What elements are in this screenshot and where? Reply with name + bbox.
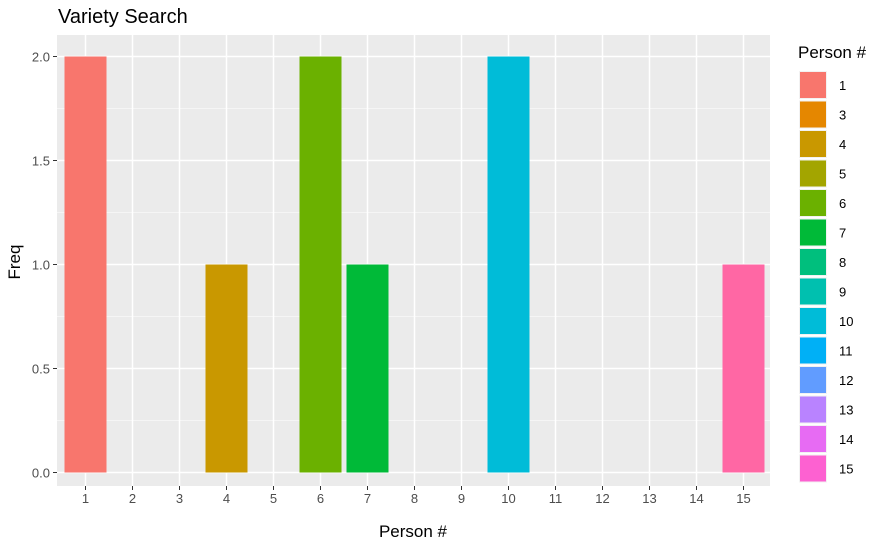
minor-gridlines [57, 108, 770, 421]
legend-swatch [800, 426, 826, 452]
legend-swatch [800, 190, 826, 216]
y-tick-label: 0.5 [32, 362, 50, 377]
x-axis-ticks: 1 2 3 4 5 6 7 8 9 10 11 12 13 14 15 [82, 486, 751, 506]
legend-label: 8 [839, 255, 846, 270]
legend-label: 9 [839, 285, 846, 300]
legend-swatch [800, 160, 826, 187]
bar-person-4 [205, 264, 248, 473]
legend-label: 5 [839, 167, 846, 182]
x-tick-label: 7 [364, 491, 371, 506]
legend-label: 14 [839, 432, 853, 447]
y-axis-title: Freq [5, 245, 24, 280]
plot-panel [57, 35, 770, 486]
x-tick-label: 10 [501, 491, 515, 506]
x-tick-label: 12 [595, 491, 609, 506]
legend-label: 6 [839, 196, 846, 211]
x-tick-label: 11 [549, 491, 563, 506]
legend-label: 12 [839, 373, 853, 388]
x-tick-label: 4 [223, 491, 230, 506]
legend-swatch [800, 219, 826, 246]
legend-swatch [800, 367, 826, 393]
legend-label: 3 [839, 108, 846, 123]
x-tick-label: 6 [317, 491, 324, 506]
legend-swatch [800, 337, 826, 364]
x-tick-label: 15 [736, 491, 750, 506]
legend-label: 7 [839, 226, 846, 241]
chart-title: Variety Search [58, 6, 188, 28]
legend-swatch [800, 455, 826, 482]
x-tick-label: 5 [270, 491, 277, 506]
legend-label: 13 [839, 403, 853, 418]
bars-group [64, 56, 765, 473]
bar-person-10 [487, 56, 530, 473]
y-tick-label: 0.0 [32, 466, 50, 481]
bar-person-15 [722, 264, 765, 473]
bar-person-6 [299, 56, 342, 473]
legend-label: 11 [839, 344, 853, 359]
x-tick-label: 14 [689, 491, 703, 506]
legend-label: 10 [839, 314, 853, 329]
x-tick-label: 3 [176, 491, 183, 506]
legend-swatch [800, 396, 826, 423]
legend-swatch [800, 308, 826, 334]
legend-swatch [800, 72, 826, 98]
y-tick-label: 1.0 [32, 258, 50, 273]
y-tick-label: 2.0 [32, 50, 50, 65]
legend-title: Person # [798, 43, 867, 62]
x-tick-label: 9 [458, 491, 465, 506]
legend-swatch [800, 249, 826, 275]
legend-swatch [800, 131, 826, 157]
major-gridlines [57, 35, 770, 486]
legend-label: 1 [839, 78, 846, 93]
bar-person-1 [64, 56, 107, 473]
x-tick-label: 1 [82, 491, 89, 506]
bar-person-7 [346, 264, 389, 473]
legend-swatch [800, 278, 826, 305]
x-tick-label: 13 [642, 491, 656, 506]
x-tick-label: 8 [411, 491, 418, 506]
legend-label: 15 [839, 462, 853, 477]
y-tick-label: 1.5 [32, 154, 50, 169]
y-axis-ticks: 0.0 0.5 1.0 1.5 2.0 [32, 50, 57, 481]
x-tick-label: 2 [129, 491, 136, 506]
legend-label: 4 [839, 137, 846, 152]
legend-swatch [800, 101, 826, 128]
x-axis-title: Person # [379, 522, 448, 541]
